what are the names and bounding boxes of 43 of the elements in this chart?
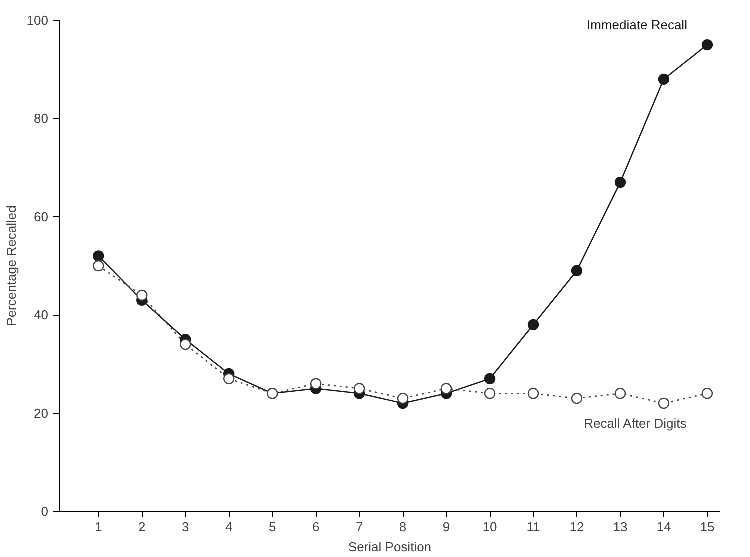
y-tick-label: 60 bbox=[34, 209, 49, 224]
x-tick-label: 9 bbox=[442, 520, 450, 534]
x-tick-label: 10 bbox=[482, 520, 498, 534]
x-tick-label: 15 bbox=[700, 520, 715, 534]
x-tick-label: 2 bbox=[138, 520, 146, 534]
point bbox=[528, 388, 540, 400]
y-tick-label: 100 bbox=[26, 13, 49, 28]
y-tick-label: 80 bbox=[34, 111, 49, 126]
point bbox=[136, 290, 148, 302]
point bbox=[658, 74, 670, 86]
point bbox=[658, 398, 670, 410]
x-tick-label: 13 bbox=[613, 520, 628, 534]
x-tick-label: 3 bbox=[182, 520, 190, 534]
x-tick-label: 4 bbox=[225, 520, 233, 534]
point bbox=[180, 338, 192, 350]
point bbox=[440, 383, 452, 394]
point bbox=[354, 383, 366, 394]
x-axis-title: Serial Position bbox=[348, 540, 432, 554]
point bbox=[310, 378, 322, 390]
point bbox=[484, 373, 496, 385]
x-tick-label: 7 bbox=[356, 520, 364, 534]
point bbox=[484, 388, 496, 400]
point bbox=[571, 265, 583, 276]
point bbox=[614, 176, 626, 188]
series-label: Recall After Digits bbox=[584, 416, 688, 432]
point bbox=[397, 392, 409, 404]
point bbox=[702, 39, 714, 51]
point bbox=[528, 319, 540, 331]
x-tick-label: 8 bbox=[399, 520, 407, 534]
x-tick-label: 14 bbox=[656, 520, 672, 534]
x-tick-label: 1 bbox=[95, 520, 102, 534]
x-tick-label: 5 bbox=[268, 520, 276, 534]
y-axis-title: Percentage Recalled bbox=[4, 206, 19, 326]
y-tick-label: 20 bbox=[34, 406, 49, 421]
point bbox=[93, 260, 104, 272]
x-tick-label: 12 bbox=[570, 520, 584, 534]
series-label: Immediate Recall bbox=[587, 18, 688, 33]
x-tick-label: 11 bbox=[526, 520, 540, 534]
y-tick-label: 40 bbox=[34, 308, 49, 323]
point bbox=[224, 373, 235, 385]
x-tick-label: 6 bbox=[312, 520, 320, 534]
point bbox=[93, 250, 104, 262]
y-tick-label: 0 bbox=[41, 504, 49, 519]
